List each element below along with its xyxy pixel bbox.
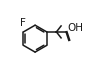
Text: OH: OH	[67, 23, 83, 33]
Text: F: F	[20, 18, 26, 28]
